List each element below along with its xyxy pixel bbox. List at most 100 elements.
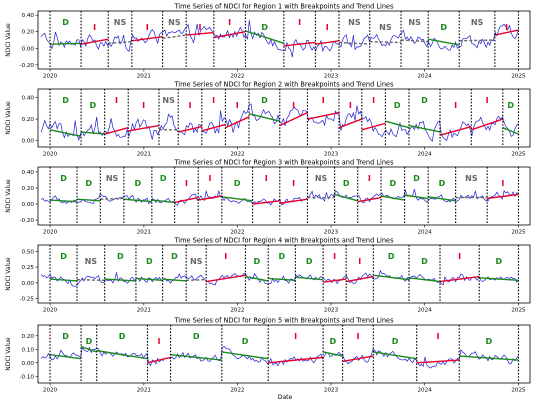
segment-trend-label: D: [413, 174, 420, 183]
segment-trend-label: I: [199, 23, 202, 32]
trend-line-segment: [162, 34, 187, 40]
x-tick-label: 2021: [137, 388, 152, 394]
trend-line-segment: [100, 197, 124, 200]
trend-line-segment: [487, 193, 519, 200]
segment-trend-label: NS: [471, 18, 484, 27]
panel-title: Time Series of NDCI for Region 1 with Br…: [173, 3, 394, 11]
trend-line-segment: [342, 355, 374, 363]
trend-line-segment: [471, 118, 504, 131]
segment-trend-label: NS: [379, 23, 392, 32]
trend-line-segment: [428, 38, 460, 46]
trend-line-segment: [459, 39, 495, 42]
x-tick-label: 2020: [43, 74, 58, 80]
segment-trend-label: I: [501, 179, 504, 188]
segment-trend-label: I: [265, 174, 268, 183]
trend-line-segment: [502, 127, 519, 135]
y-tick-label: 0.00: [22, 46, 35, 52]
x-tick-label: 2024: [418, 308, 433, 314]
y-tick-label: -0.20: [20, 218, 35, 224]
x-tick-label: 2025: [511, 308, 526, 314]
trend-line-segment: [49, 129, 82, 137]
segment-trend-label: I: [158, 337, 161, 346]
segment-trend-label: D: [394, 101, 401, 110]
trend-line-segment: [279, 198, 308, 204]
segment-trend-label: I: [356, 332, 359, 341]
segment-trend-label: D: [330, 337, 337, 346]
plot-frame: [37, 244, 531, 304]
x-tick-label: 2020: [43, 388, 58, 394]
segment-trend-label: NS: [114, 18, 127, 27]
trend-line-segment: [380, 195, 405, 201]
segment-trend-label: D: [135, 179, 142, 188]
x-tick-label: 2024: [418, 230, 433, 236]
trend-line-segment: [50, 278, 78, 282]
y-tick-label: 0.20: [22, 30, 35, 36]
y-tick-label: 0.10: [22, 347, 35, 353]
segment-trend-label: I: [368, 174, 371, 183]
panel-title: Time Series of NDCI for Region 5 with Br…: [173, 317, 394, 325]
x-tick-label: 2023: [324, 308, 339, 314]
trend-line-segment: [439, 275, 480, 283]
plot-frame: [37, 10, 531, 70]
trend-line-segment: [295, 276, 324, 281]
plot-frame: [37, 166, 531, 226]
trend-line-segment: [49, 353, 82, 360]
trend-line-segment: [268, 277, 296, 282]
trend-line-segment: [186, 31, 214, 36]
segment-trend-label: I: [458, 252, 461, 261]
trend-line-segment: [357, 196, 382, 203]
panel-3: Time Series of NDCI for Region 3 with Br…: [5, 159, 531, 236]
segment-trend-label: NS: [168, 18, 181, 27]
segment-trend-label: I: [228, 18, 231, 27]
segment-trend-label: D: [279, 252, 286, 261]
trend-line-segment: [76, 198, 101, 202]
trend-line-segment: [174, 196, 199, 204]
panels: Time Series of NDCI for Region 1 with Br…: [5, 3, 531, 394]
segment-trend-label: D: [85, 179, 92, 188]
trend-line-segment: [50, 199, 78, 203]
x-tick-label: 2023: [324, 388, 339, 394]
segment-trend-label: I: [189, 101, 192, 110]
trend-line-segment: [479, 277, 519, 282]
segment-trend-label: NS: [106, 174, 119, 183]
trend-line-segment: [373, 274, 410, 281]
x-tick-label: 2020: [43, 308, 58, 314]
segment-trend-label: NS: [408, 18, 421, 27]
trend-line-segment: [81, 131, 105, 135]
x-tick-label: 2022: [230, 308, 244, 314]
trend-line-segment: [283, 41, 316, 47]
segment-trend-label: I: [486, 96, 489, 105]
segment-trend-label: D: [62, 18, 69, 27]
x-tick-label: 2025: [511, 230, 526, 236]
x-tick-label: 2020: [43, 152, 58, 158]
y-tick-label: -0.25: [20, 297, 35, 303]
segment-trend-label: D: [117, 252, 124, 261]
trend-line-segment: [346, 275, 374, 283]
segment-trend-label: I: [454, 101, 457, 110]
y-tick-label: 0.20: [22, 117, 35, 123]
y-tick-label: 0.00: [22, 281, 35, 287]
trend-line-segment: [128, 124, 160, 132]
y-tick-label: 0.20: [22, 334, 35, 340]
x-tick-label: 2023: [324, 230, 339, 236]
y-axis-label: NDCI Value: [5, 257, 12, 291]
trend-line-segment: [408, 124, 441, 133]
x-tick-label: 2021: [137, 308, 152, 314]
trend-line-segment: [439, 125, 472, 136]
panel-2: Time Series of NDCI for Region 2 with Br…: [5, 81, 531, 158]
segment-trend-label: D: [421, 96, 428, 105]
segment-trend-label: D: [388, 252, 395, 261]
trend-line-segment: [322, 351, 343, 357]
x-tick-label: 2022: [230, 230, 244, 236]
trend-line-segment: [361, 122, 386, 131]
ndci-raw-series: [40, 20, 519, 58]
trend-line-segment: [334, 193, 358, 202]
trend-line-segment: [147, 356, 171, 364]
x-tick-label: 2021: [137, 152, 152, 158]
trend-line-segment: [338, 118, 363, 129]
segment-trend-label: I: [93, 23, 96, 32]
trend-line-segment: [178, 125, 202, 133]
trend-line-segment: [135, 277, 163, 282]
trend-line-segment: [248, 113, 280, 122]
